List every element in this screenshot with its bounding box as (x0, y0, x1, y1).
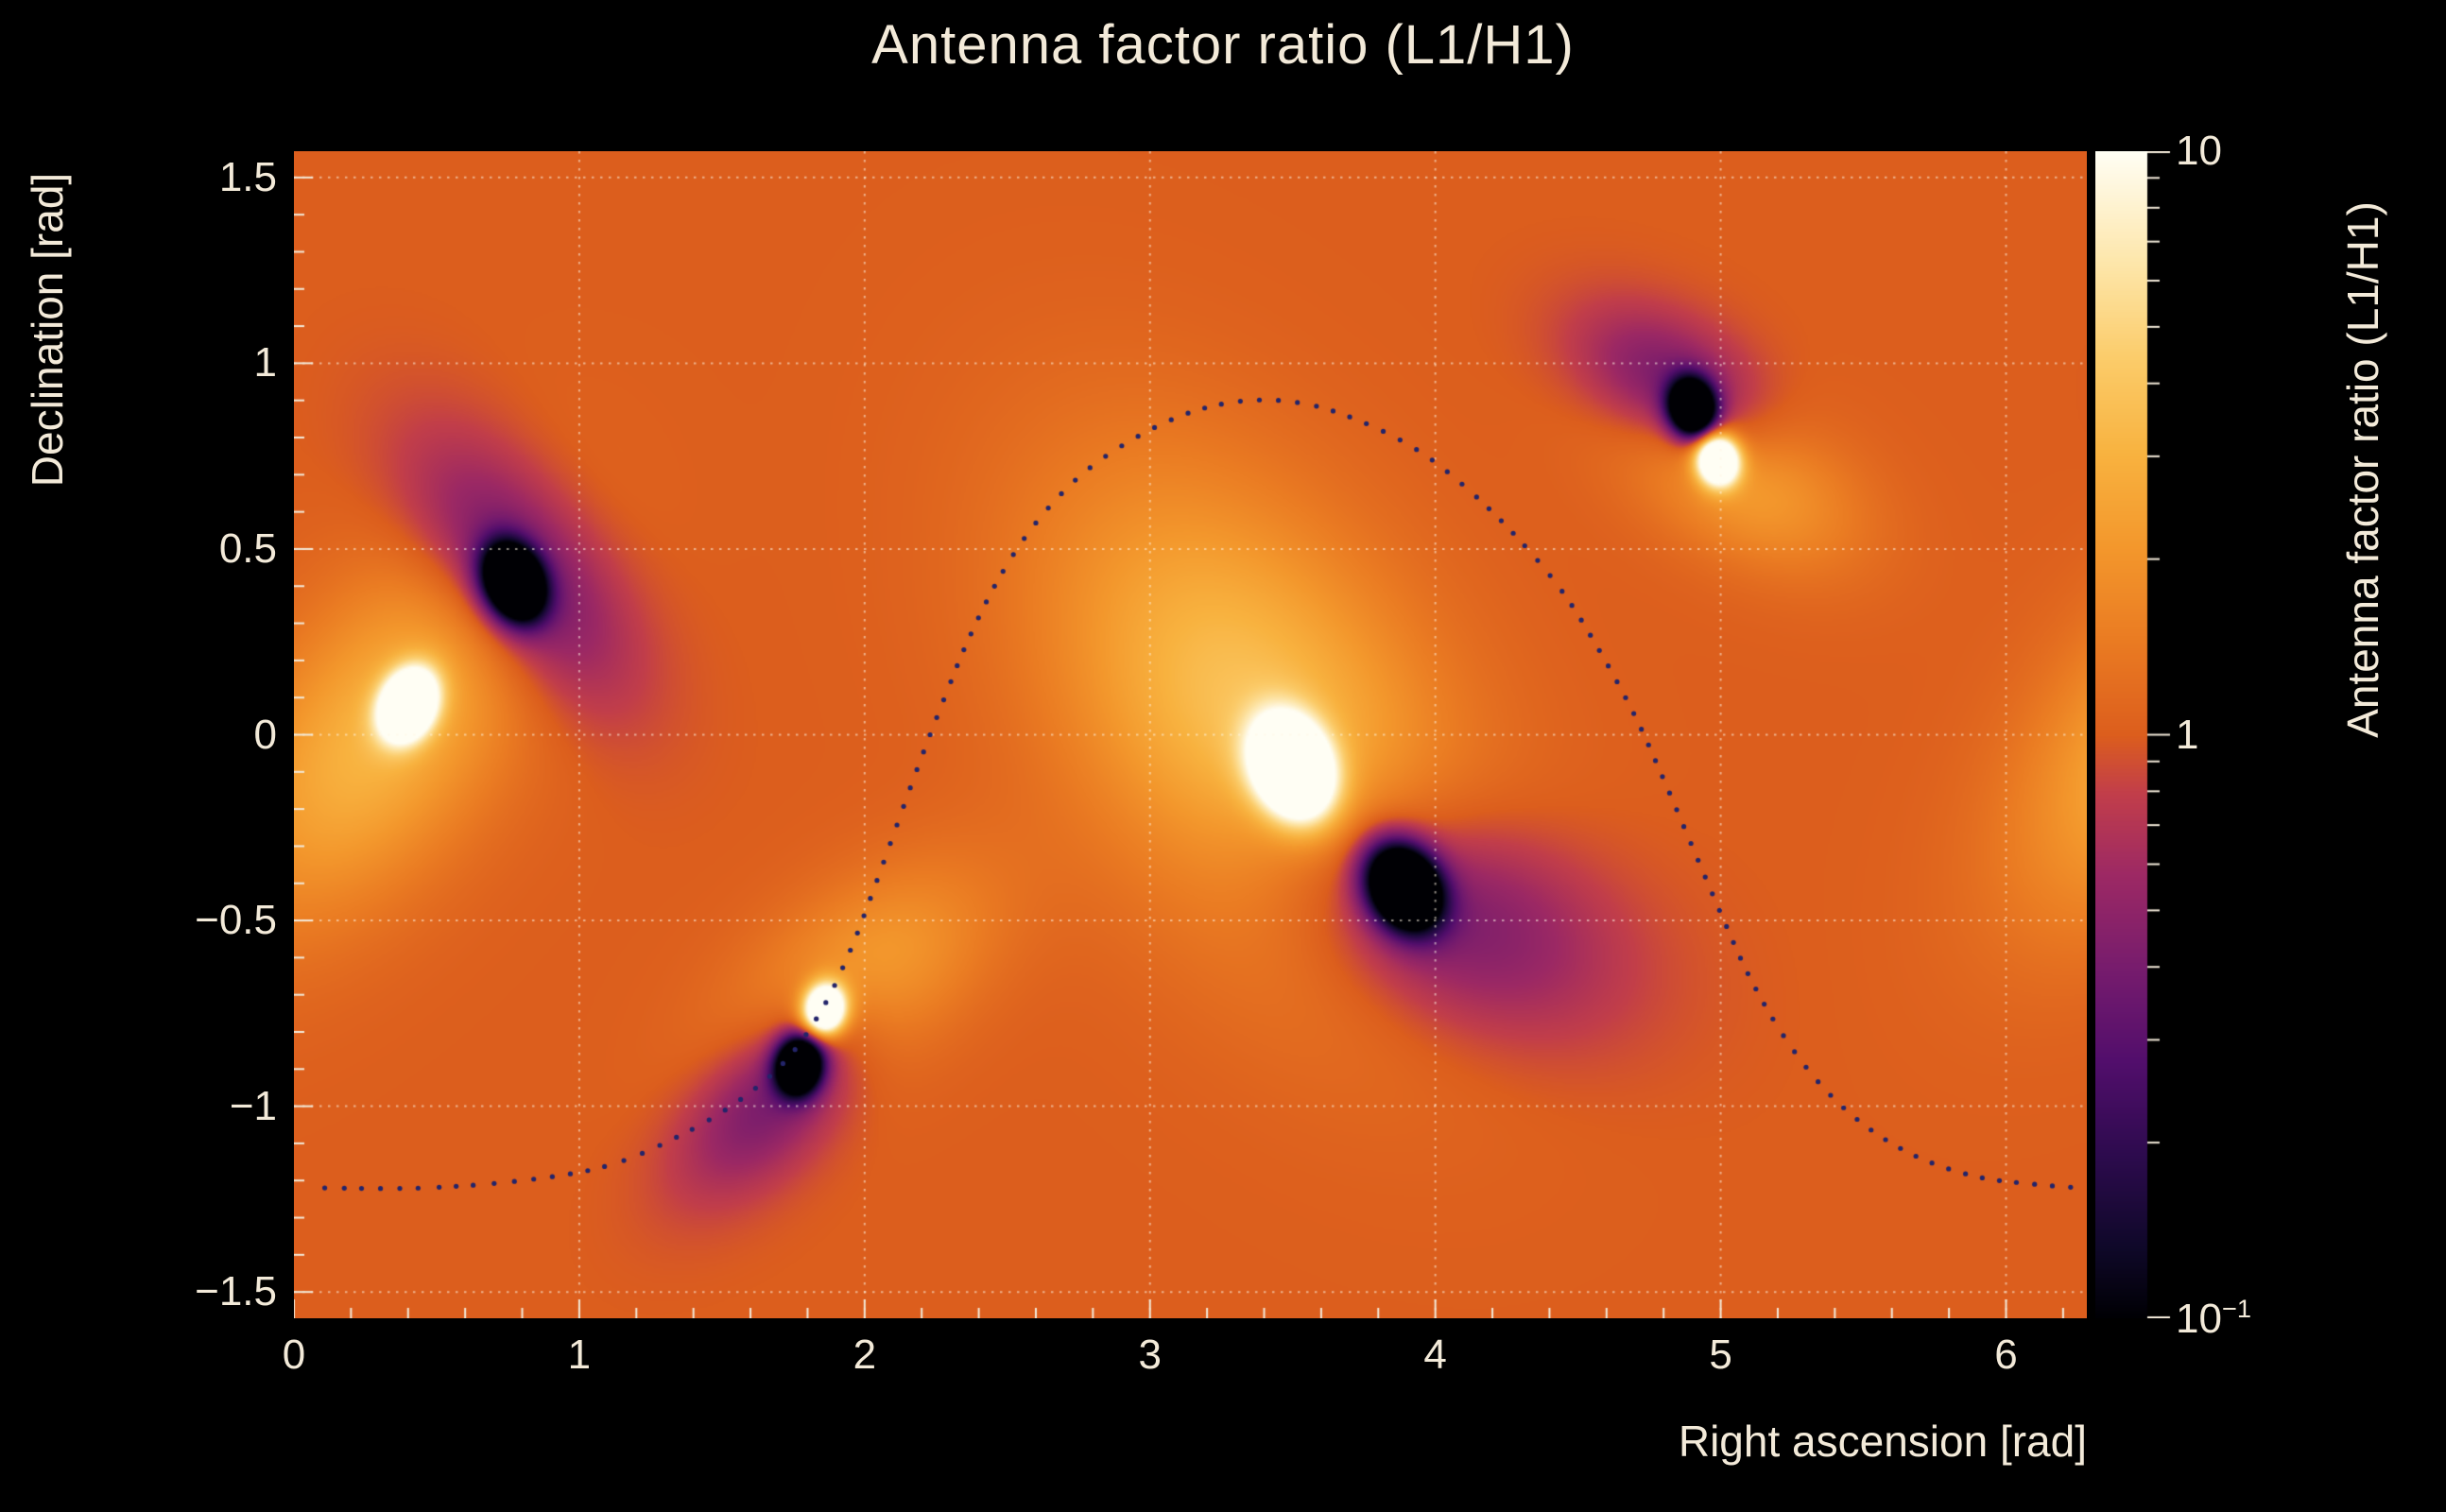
x-tick-label-3: 3 (1138, 1332, 1162, 1378)
y-tick-label-0: −1.5 (195, 1268, 277, 1315)
y-tick-label-2: −0.5 (195, 897, 277, 944)
colorbar-title: Antenna factor ratio (L1/H1) (2338, 201, 2387, 738)
colorbar-tick-label-2: 10−1 (2176, 1294, 2252, 1342)
x-tick-label-5: 5 (1709, 1332, 1732, 1378)
y-axis-title: Declination [rad] (23, 172, 72, 488)
colorbar-canvas (2095, 151, 2190, 1318)
y-tick-label-6: 1.5 (218, 153, 277, 200)
x-tick-label-0: 0 (282, 1332, 306, 1378)
x-tick-label-2: 2 (853, 1332, 877, 1378)
colorbar-tick-label-1: 1 (2176, 711, 2199, 758)
x-axis-title: Right ascension [rad] (1678, 1417, 2087, 1466)
y-tick-label-4: 0.5 (218, 524, 277, 572)
y-tick-label-3: 0 (253, 711, 277, 758)
chart-title: Antenna factor ratio (L1/H1) (871, 14, 1575, 76)
x-tick-label-6: 6 (1994, 1332, 2018, 1378)
y-tick-label-5: 1 (253, 339, 277, 387)
colorbar-tick-label-0: 10 (2176, 128, 2222, 174)
x-tick-label-1: 1 (567, 1332, 592, 1378)
y-tick-label-1: −1 (229, 1082, 277, 1129)
x-tick-label-4: 4 (1423, 1332, 1447, 1378)
heatmap-canvas (294, 151, 2087, 1318)
colorbar-tick-label-2-exponent: −1 (2221, 1294, 2252, 1324)
